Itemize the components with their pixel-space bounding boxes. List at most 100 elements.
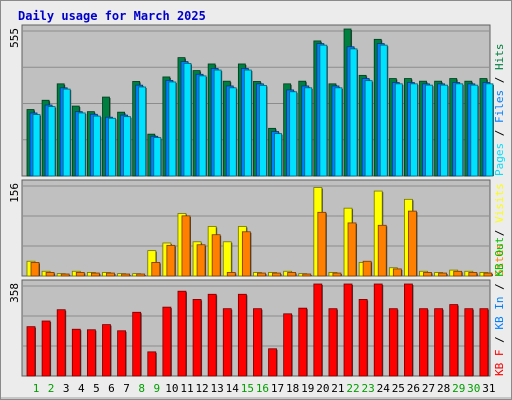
- bar-pages-day-6: [108, 117, 116, 177]
- legend-separator: /: [493, 277, 506, 297]
- bar-pages-day-8: [138, 86, 147, 177]
- x-tick-label-day-19: 19: [301, 382, 314, 395]
- bar-sites-day-25: [392, 268, 402, 277]
- bar-sites-day-8: [136, 273, 146, 277]
- legend-separator: /: [493, 223, 506, 243]
- y-max-label-top: 555: [8, 28, 21, 48]
- bar-pages-day-24: [379, 44, 388, 177]
- bar-sites-day-18: [287, 272, 297, 277]
- x-tick-label-day-16: 16: [256, 382, 269, 395]
- bar-kb-f-day-3: [56, 309, 66, 377]
- bar-kb-f-day-24: [373, 283, 383, 377]
- legend-item: KB Out: [493, 237, 506, 277]
- bar-pages-day-12: [198, 75, 207, 177]
- x-tick-label-day-10: 10: [165, 382, 178, 395]
- x-tick-label-day-9: 9: [153, 382, 160, 395]
- x-tick-label-day-29: 29: [452, 382, 465, 395]
- chart-title: Daily usage for March 2025: [18, 9, 206, 23]
- bar-pages-day-28: [440, 84, 449, 177]
- bar-kb-f-day-21: [328, 308, 338, 377]
- x-tick-label-day-12: 12: [195, 382, 208, 395]
- x-tick-label-day-28: 28: [437, 382, 450, 395]
- bar-sites-day-24: [377, 224, 387, 277]
- legend-item: Hits: [493, 44, 506, 71]
- bar-sites-day-30: [468, 272, 478, 277]
- bar-pages-day-3: [62, 88, 71, 177]
- x-tick-label-day-23: 23: [362, 382, 375, 395]
- bar-sites-day-17: [272, 272, 281, 277]
- bar-sites-day-29: [453, 270, 463, 277]
- bar-kb-f-day-8: [132, 311, 142, 377]
- bar-kb-f-day-6: [102, 324, 111, 377]
- right-legend-text: Sites / Visits: [493, 183, 506, 276]
- bar-sites-day-7: [121, 273, 130, 277]
- bar-kb-f-day-4: [71, 328, 81, 377]
- bar-sites-day-12: [196, 244, 206, 277]
- bar-kb-f-day-1: [26, 326, 36, 377]
- x-tick-label-day-31: 31: [482, 382, 495, 395]
- bar-sites-day-10: [166, 244, 176, 277]
- x-tick-label-day-21: 21: [331, 382, 344, 395]
- bar-pages-day-14: [228, 87, 237, 177]
- bar-sites-day-13: [211, 234, 221, 277]
- bar-kb-f-day-30: [464, 308, 474, 377]
- bar-pages-day-5: [92, 115, 101, 177]
- bar-kb-f-day-18: [283, 313, 293, 377]
- bar-pages-day-13: [213, 69, 222, 177]
- bar-kb-f-day-11: [177, 290, 187, 377]
- panel-kbytes: 358 KB F / KB In / KB Out: [8, 237, 506, 377]
- bar-pages-day-25: [394, 83, 403, 177]
- bar-pages-day-11: [183, 63, 192, 177]
- bar-kb-f-day-28: [434, 308, 444, 377]
- bar-pages-day-7: [123, 116, 131, 177]
- bar-sites-day-2: [45, 272, 55, 277]
- bar-pages-day-22: [349, 48, 358, 177]
- bar-sites-day-14: [226, 272, 236, 277]
- legend-separator: /: [493, 330, 506, 350]
- x-axis-day-labels: 1 2 3 4 5 6 7 8 9 10 11 12 13 14 15 16 17 18 19 20 21 22 23 24 2…: [33, 382, 496, 395]
- bar-pages-day-26: [410, 83, 418, 177]
- legend-item: KB In: [493, 297, 506, 330]
- bar-pages-day-15: [243, 69, 252, 177]
- bar-sites-day-31: [483, 272, 493, 277]
- bar-pages-day-27: [425, 84, 433, 177]
- bar-sites-day-22: [347, 222, 357, 277]
- bar-sites-day-27: [423, 272, 432, 277]
- bar-kb-f-day-25: [388, 308, 398, 377]
- x-tick-label-day-25: 25: [392, 382, 405, 395]
- legend-item: Files: [493, 90, 506, 123]
- legend-pages-files-hits: Pages / Files / Hits: [493, 44, 506, 177]
- bar-sites-day-23: [362, 260, 372, 277]
- bar-pages-day-10: [168, 81, 177, 177]
- legend-item: Pages: [493, 143, 506, 176]
- bar-kb-f-day-16: [253, 308, 262, 377]
- bar-pages-day-2: [47, 106, 56, 177]
- panel-visits-sites: 156 Sites / Visits: [8, 179, 506, 277]
- bar-visits-day-14: [222, 241, 232, 277]
- x-tick-label-day-1: 1: [33, 382, 40, 395]
- x-tick-label-day-18: 18: [286, 382, 299, 395]
- x-tick-label-day-2: 2: [48, 382, 55, 395]
- x-tick-label-day-22: 22: [346, 382, 359, 395]
- right-legend-text: KB F / KB In / KB Out: [493, 237, 506, 376]
- legend-item: Sites: [493, 243, 506, 276]
- x-tick-label-day-15: 15: [241, 382, 254, 395]
- bar-sites-day-28: [438, 272, 448, 277]
- y-max-label-middle: 156: [8, 183, 21, 203]
- bar-pages-day-29: [455, 83, 464, 177]
- panel-pages-files-hits: 555 Pages / Files / Hits: [8, 24, 506, 177]
- bar-sites-day-20: [317, 211, 327, 277]
- bar-kb-f-day-12: [192, 299, 202, 377]
- legend-separator: /: [493, 70, 506, 90]
- bar-sites-day-4: [75, 272, 85, 277]
- bar-pages-day-20: [319, 44, 328, 177]
- x-tick-label-day-5: 5: [93, 382, 100, 395]
- bar-sites-day-11: [181, 215, 191, 277]
- bar-kb-f-day-14: [222, 308, 232, 377]
- x-tick-label-day-20: 20: [316, 382, 329, 395]
- legend-item: Visits: [493, 183, 506, 223]
- bar-kb-f-day-23: [358, 299, 368, 377]
- y-max-label-bottom: 358: [8, 283, 21, 303]
- bar-sites-day-5: [90, 272, 100, 277]
